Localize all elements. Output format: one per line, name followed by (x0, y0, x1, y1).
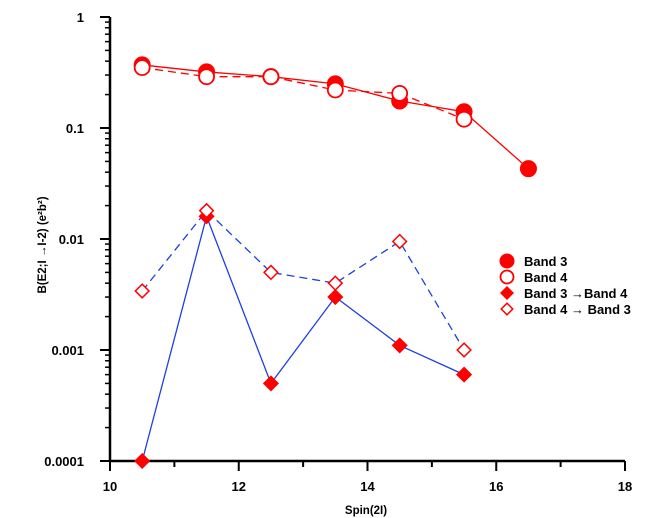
data-point (391, 233, 408, 250)
data-point (263, 264, 279, 281)
series-line (141, 209, 465, 351)
legend-marker (500, 302, 514, 316)
x-tick-label: 12 (232, 479, 246, 494)
legend-marker (499, 285, 515, 301)
legend-label: Band 3 (524, 254, 567, 269)
series-line (141, 214, 465, 462)
y-tick-label: 0.1 (66, 121, 84, 136)
y-tick-label: 0.001 (51, 343, 84, 358)
data-point (133, 59, 151, 77)
data-point (519, 160, 537, 178)
data-point (391, 84, 409, 102)
x-tick-label: 16 (489, 479, 503, 494)
data-point (456, 342, 472, 358)
x-tick-label: 18 (618, 479, 632, 494)
y-tick-label: 0.01 (59, 232, 84, 247)
data-point (198, 202, 215, 219)
data-point (327, 288, 344, 306)
data-point (134, 283, 151, 299)
y-tick-label: 0.0001 (44, 454, 84, 469)
legend-label: Band 3 →Band 4 (524, 286, 628, 301)
data-point (262, 68, 280, 86)
legend-label: Band 4 (524, 270, 568, 285)
data-point (456, 366, 473, 383)
legend-marker (499, 269, 515, 285)
x-axis-title: Spin(2I) (345, 505, 387, 517)
data-point (262, 375, 279, 392)
plot-markers (133, 56, 537, 470)
series-line (142, 66, 465, 120)
data-point (326, 81, 344, 99)
legend-marker (499, 253, 515, 269)
data-point (327, 275, 344, 292)
data-point (198, 68, 215, 86)
legend-label: Band 4 → Band 3 (524, 302, 631, 317)
plot-axes: 10 12 14 16 18 0.0001 0.001 0.01 0.1 1 (44, 10, 632, 494)
data-point (134, 452, 151, 470)
x-tick-label: 10 (103, 479, 117, 494)
y-axis-title: B(E2;I →I-2) (e²b²) (37, 196, 49, 293)
data-point (391, 337, 408, 354)
y-tick-label: 1 (77, 10, 84, 25)
data-point (455, 110, 473, 128)
x-tick-label: 14 (360, 479, 375, 494)
